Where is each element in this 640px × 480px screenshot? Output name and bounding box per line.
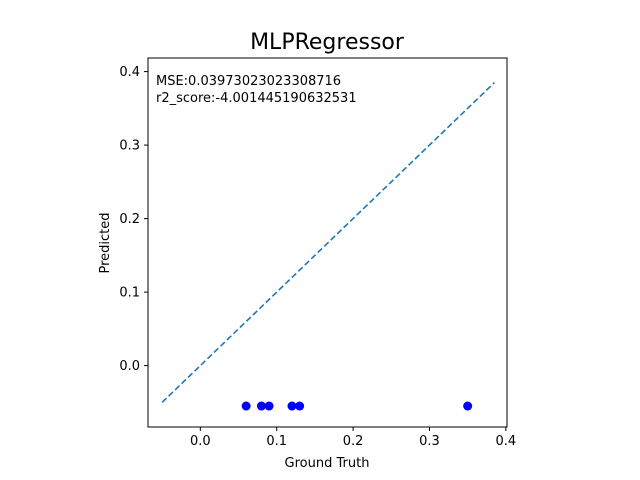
- y-tick-label-4: 0.3: [119, 139, 140, 154]
- plot-area: 0.0 0.1 0.2 0.3 0.4 0.0 0.1 0.2 0.3 0.4 MSE:0.0397…: [119, 57, 517, 449]
- x-tick-label-3: 0.2: [343, 434, 364, 449]
- x-tick-label-2: 0.1: [266, 434, 287, 449]
- metric-annotation-2: r2_score:-4.001445190632531: [156, 91, 357, 106]
- x-tick-label-1: 0.0: [190, 434, 211, 449]
- x-tick-label-5: 0.4: [496, 434, 517, 449]
- scatter-point-1: [241, 401, 251, 411]
- plot-frame: [147, 57, 508, 428]
- scatter-point-3: [264, 401, 274, 411]
- scatter-point-6: [463, 401, 473, 411]
- scatter-point-4: [287, 401, 297, 411]
- x-axis-label: Ground Truth: [285, 456, 370, 471]
- scatter-point-2: [256, 401, 266, 411]
- y-tick-label-5: 0.4: [119, 65, 140, 80]
- y-tick-label-2: 0.1: [119, 286, 140, 301]
- reference-line: [161, 82, 495, 403]
- chart-title: MLPRegressor: [250, 30, 405, 55]
- y-tick-label-1: 0.0: [119, 359, 140, 374]
- scatter-point-5: [295, 401, 305, 411]
- y-tick-label-3: 0.2: [119, 212, 140, 227]
- y-axis-label: Predicted: [98, 212, 113, 273]
- x-tick-label-4: 0.3: [419, 434, 440, 449]
- metric-annotation-1: MSE:0.03973023023308716: [156, 74, 341, 89]
